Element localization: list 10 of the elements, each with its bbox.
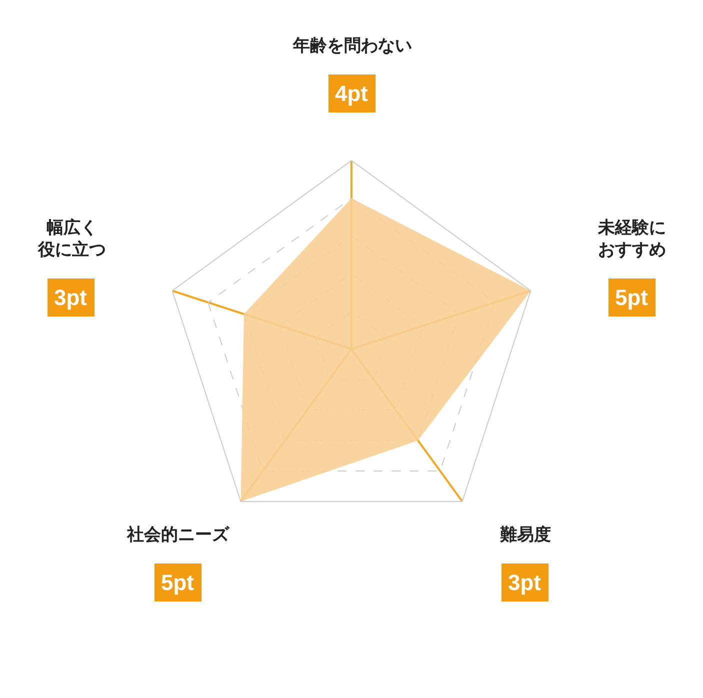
spoke-label: 難易度 (499, 525, 551, 545)
spoke-label: 年齢を問わない (292, 36, 412, 56)
text: 4pt (335, 81, 368, 106)
text: 3pt (54, 285, 87, 310)
spoke-label: 未経験におすすめ (597, 218, 666, 260)
text: 3pt (508, 570, 541, 595)
spoke-label: 社会的ニーズ (126, 525, 230, 545)
spoke-label: 幅広く役に立つ (37, 218, 106, 260)
text: 5pt (615, 285, 648, 310)
text: 5pt (161, 570, 194, 595)
